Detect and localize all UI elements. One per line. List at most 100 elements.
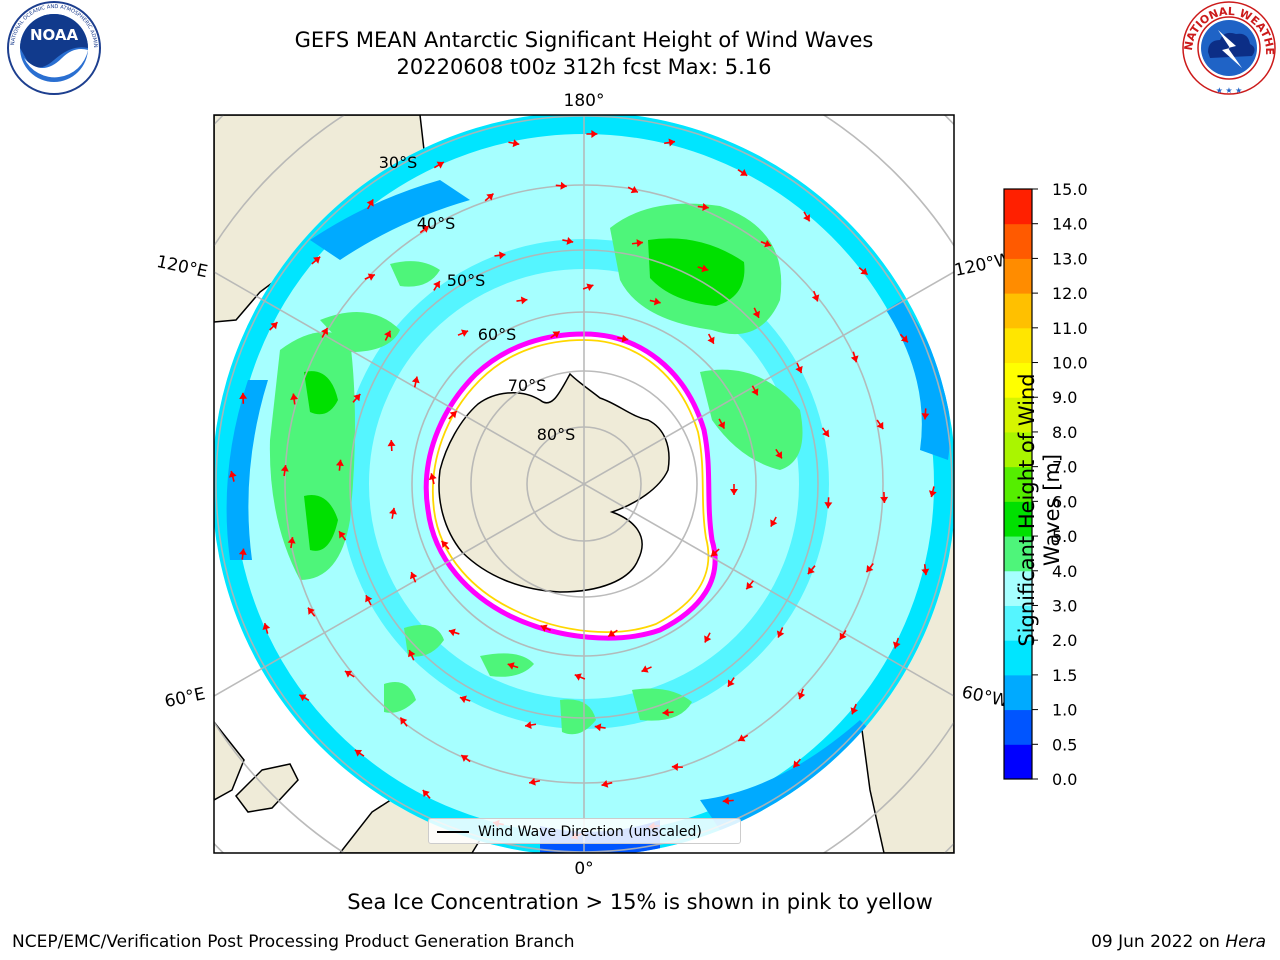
wave-direction-arrow-head <box>339 531 346 539</box>
colorbar-bin <box>1004 431 1032 468</box>
wave-direction-arrow-head <box>400 717 408 725</box>
wave-direction-arrow-head <box>389 507 397 515</box>
wave-direction-arrow-head <box>365 595 373 603</box>
wave-direction-arrow-head <box>921 568 930 576</box>
wave-direction-arrow-head <box>839 632 847 640</box>
wave-direction-arrow-head <box>552 331 560 339</box>
wave-direction-arrow-head <box>540 624 548 632</box>
lat-label-30s: 30°S <box>379 153 418 172</box>
wave-direction-arrow-head <box>529 777 536 786</box>
wave-direction-arrow-head <box>461 755 469 762</box>
wave-direction-arrow-head <box>498 251 506 260</box>
wave-direction-arrow-head <box>671 762 679 771</box>
colorbar-bin <box>1004 501 1032 537</box>
lat-label-60s: 60°S <box>478 325 517 344</box>
wave-direction-arrow-head <box>746 582 754 590</box>
wave-direction-arrow-head <box>299 694 307 702</box>
colorbar-tick-label: 15.0 <box>1052 180 1088 199</box>
wave-direction-arrow-head <box>344 670 353 678</box>
wave-direction-arrow-head <box>238 548 247 556</box>
wave-direction-arrow-head <box>704 635 712 643</box>
wave-direction-arrow-head <box>795 365 803 374</box>
wave-direction-arrow-head <box>307 607 315 615</box>
antarctica <box>438 372 670 593</box>
colorbar-tick-label: 7.0 <box>1052 458 1077 477</box>
colorbar-frame <box>1003 188 1033 780</box>
colorbar-tick-label: 1.0 <box>1052 701 1077 720</box>
wave-direction-arrow-head <box>433 281 440 289</box>
colorbar-tick-label: 13.0 <box>1052 249 1088 268</box>
lon-label-60w: 60°W <box>960 682 1010 711</box>
legend-entry: Wind Wave Direction (unscaled) <box>478 824 702 840</box>
wave-direction-arrow-head <box>900 335 908 343</box>
wave-direction-arrow-head <box>730 489 738 495</box>
wave-direction-arrow-head <box>262 623 271 630</box>
lon-label-120e: 120°E <box>155 252 210 282</box>
sea-ice-note: Sea Ice Concentration > 15% is shown in … <box>347 890 933 914</box>
wave-direction-arrow-head <box>520 296 528 305</box>
footer-machine: Hera <box>1225 932 1266 952</box>
wind-wave-direction-arrows <box>228 129 937 840</box>
colorbar-bin <box>1004 570 1032 606</box>
wave-direction-arrow-head <box>722 796 730 805</box>
colorbar-tick-label: 6.0 <box>1052 492 1077 511</box>
wave-direction-arrow-head <box>586 283 594 291</box>
colorbar-bin <box>1004 536 1032 572</box>
wave-direction-arrow-head <box>752 310 760 318</box>
lon-label-0: 0° <box>574 859 593 879</box>
colorbar-tick-label: 4.0 <box>1052 562 1077 581</box>
wave-direction-arrow-head <box>751 388 759 396</box>
lat-label-80s: 80°S <box>537 425 576 444</box>
colorbar-tick-label: 5.0 <box>1052 527 1077 546</box>
colorbar-label: Significant Height of Wind Waves [m] <box>1015 373 1064 647</box>
footer-on: on <box>1198 932 1220 952</box>
colorbar-bin <box>1004 327 1032 364</box>
wave-direction-arrow-head <box>636 239 643 248</box>
wave-direction-arrow-head <box>512 139 520 148</box>
wave-direction-arrow-head <box>601 779 609 788</box>
wave-direction-arrow-head <box>892 641 901 649</box>
wave-direction-arrow-head <box>776 630 785 638</box>
wave-direction-arrow-head <box>459 695 467 704</box>
wave-direction-arrow-head <box>239 392 248 399</box>
wave-direction-arrow-head <box>353 394 361 402</box>
colorbar-tick-label: 2.0 <box>1052 631 1077 650</box>
wave-direction-arrow-head <box>811 294 820 302</box>
wave-direction-arrow-head <box>824 502 833 509</box>
wave-direction-arrow-head <box>707 336 715 344</box>
svg-text:★ ★ ★: ★ ★ ★ <box>1216 86 1243 95</box>
wave-direction-arrow-head <box>738 734 746 742</box>
wave-direction-arrow-head <box>441 540 449 549</box>
lat-label-70s: 70°S <box>508 376 547 395</box>
footer-credit: NCEP/EMC/Verification Post Processing Pr… <box>12 932 575 952</box>
wave-direction-arrow-head <box>866 564 874 573</box>
wave-direction-arrow-head <box>287 537 296 544</box>
wave-direction-arrow-head <box>448 628 456 637</box>
wave-direction-arrow-head <box>566 236 574 245</box>
chart-title: GEFS MEAN Antarctic Significant Height o… <box>294 28 874 52</box>
wave-direction-arrow-head <box>770 519 778 527</box>
lat-label-50s: 50°S <box>447 271 486 290</box>
wave-direction-arrow-head <box>280 465 289 472</box>
colorbar-bin <box>1004 258 1032 294</box>
colorbar-tick-label: 3.0 <box>1052 596 1077 615</box>
wave-direction-arrow-head <box>641 665 649 673</box>
wave-direction-arrow-head <box>270 322 278 330</box>
wave-direction-arrow-head <box>921 413 930 420</box>
wave-direction-arrow-head <box>560 181 567 190</box>
wave-direction-arrow-head <box>335 459 344 467</box>
wave-direction-arrow-head <box>608 629 616 637</box>
wave-direction-arrow-head <box>594 723 602 732</box>
colorbar-bin <box>1004 293 1032 329</box>
wave-patch-low <box>886 300 951 460</box>
wave-direction-arrow-head <box>486 193 494 201</box>
chart-subtitle: 20220608 t00z 312h fcst Max: 5.16 <box>396 55 772 79</box>
legend: Wind Wave Direction (unscaled) <box>428 818 741 844</box>
wave-direction-arrow-head <box>366 199 374 207</box>
wave-direction-arrow-head <box>591 129 598 138</box>
noaa-logo-text: NOAA <box>30 26 79 44</box>
lon-label-180: 180° <box>564 91 605 111</box>
wave-direction-arrow-head <box>321 327 329 336</box>
wave-patch-low <box>226 380 268 560</box>
graticule <box>214 115 954 853</box>
